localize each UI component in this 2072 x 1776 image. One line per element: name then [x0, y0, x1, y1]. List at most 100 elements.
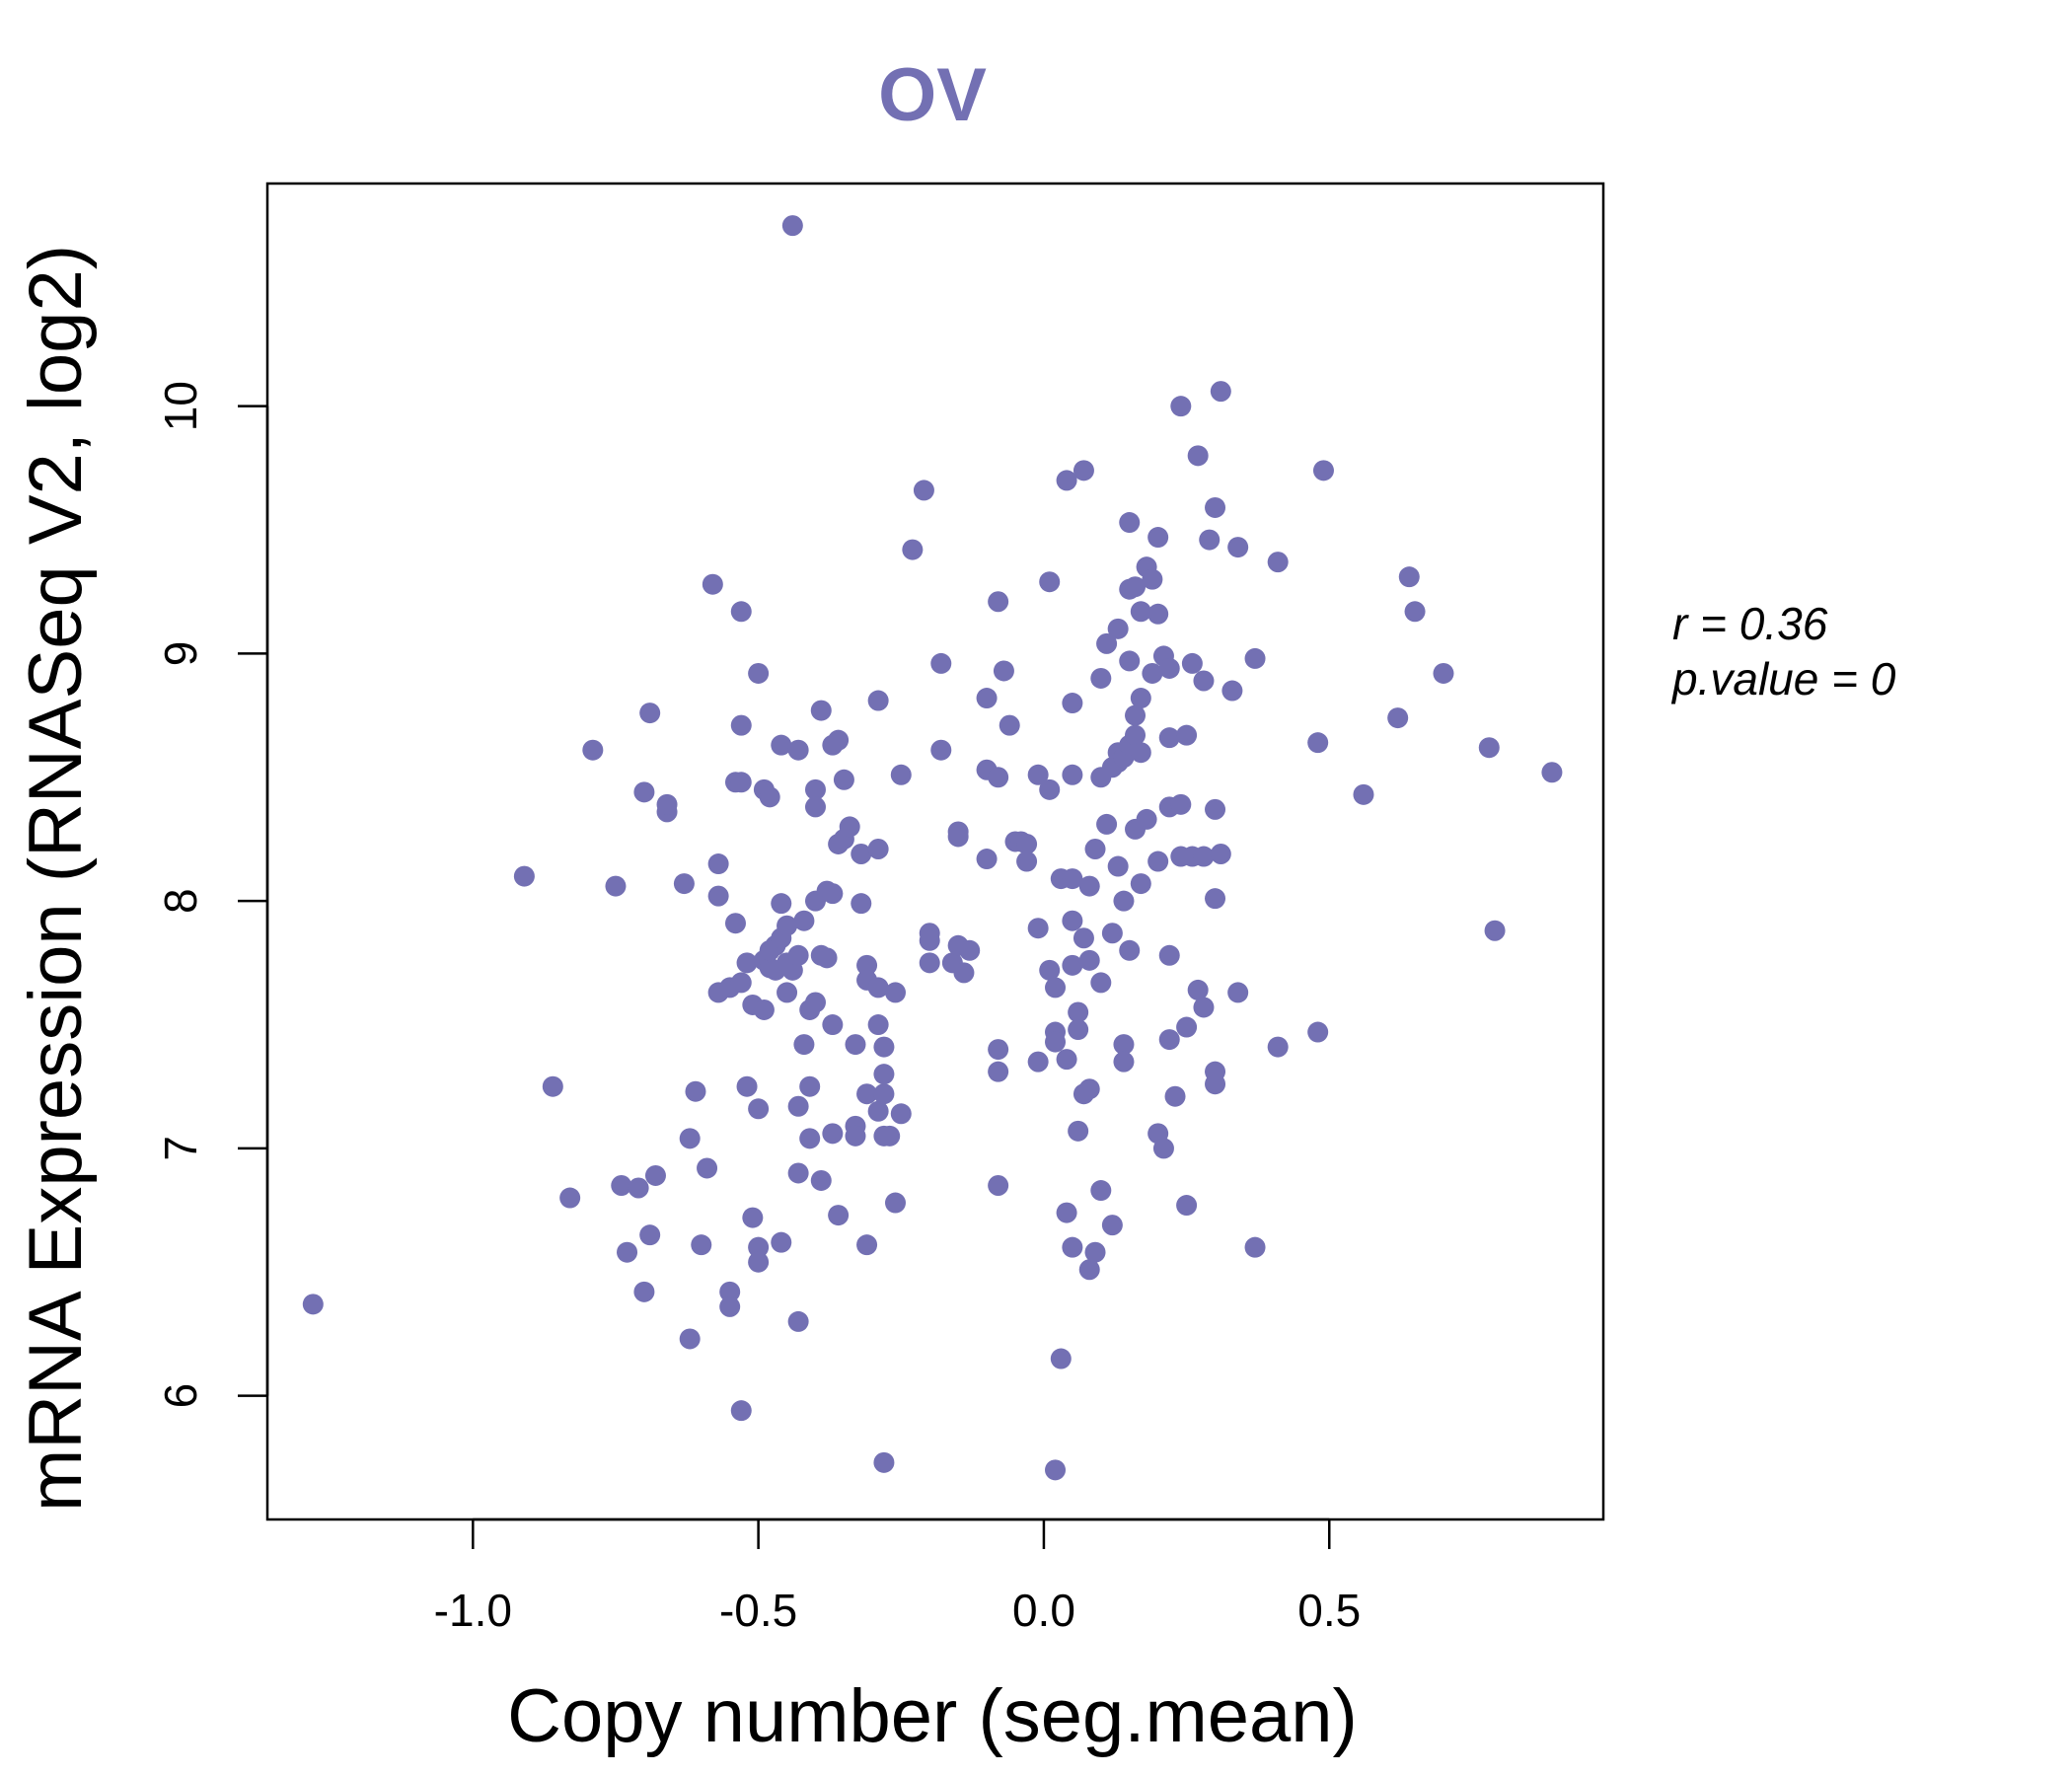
data-point [1039, 778, 1061, 800]
data-point [1119, 512, 1141, 534]
data-point [1130, 601, 1151, 623]
data-point [988, 591, 1009, 613]
data-point [1073, 927, 1094, 949]
data-point [959, 939, 981, 961]
data-point [787, 1310, 809, 1332]
data-point [953, 962, 975, 984]
data-point [1130, 742, 1151, 764]
data-point [1353, 783, 1374, 805]
data-point [1193, 670, 1215, 692]
data-point [781, 215, 803, 237]
data-point [856, 1083, 878, 1105]
data-point [1142, 662, 1163, 684]
data-point [1541, 762, 1563, 783]
data-point [873, 1083, 895, 1105]
data-point [673, 873, 695, 895]
data-point [702, 573, 723, 595]
data-point [1244, 1236, 1266, 1258]
data-point [988, 1175, 1009, 1196]
data-point [873, 1064, 895, 1085]
data-point [1152, 1138, 1174, 1159]
data-point [787, 1095, 809, 1117]
data-point [867, 690, 889, 711]
data-point [777, 915, 798, 936]
data-point [1125, 724, 1147, 746]
data-point [1045, 1459, 1067, 1481]
data-point [1158, 657, 1180, 679]
y-tick-label: 9 [155, 641, 206, 667]
data-point [742, 1207, 764, 1228]
data-point [1398, 566, 1420, 588]
data-point [988, 1039, 1009, 1061]
data-point [736, 952, 758, 974]
data-point [1147, 527, 1169, 549]
x-axis: -1.0 -0.5 0.0 0.5 [434, 1517, 1361, 1636]
data-point [1045, 977, 1067, 999]
x-tick-label: 0.0 [1012, 1585, 1075, 1636]
data-point [1078, 1078, 1100, 1100]
data-point [902, 539, 924, 560]
data-point [1187, 445, 1209, 467]
data-point [1096, 813, 1118, 835]
data-point [828, 729, 850, 751]
data-point [748, 1251, 770, 1273]
data-point [1073, 460, 1094, 481]
y-tick-label: 8 [155, 888, 206, 914]
data-point [730, 601, 752, 623]
data-point [748, 1098, 770, 1120]
data-point [1404, 601, 1426, 623]
y-tick-label: 6 [155, 1383, 206, 1409]
data-point [787, 739, 809, 761]
data-point [1062, 1236, 1083, 1258]
data-point [639, 703, 661, 724]
data-point [1170, 793, 1192, 815]
data-point [685, 1080, 706, 1102]
data-point [1062, 764, 1083, 785]
data-point [582, 739, 604, 761]
data-point [833, 769, 854, 790]
data-point [1125, 704, 1147, 726]
data-point [1147, 851, 1169, 872]
data-point [1107, 855, 1129, 877]
data-point [1062, 693, 1083, 714]
data-point [1142, 568, 1163, 590]
data-point [1158, 944, 1180, 966]
data-point [1039, 959, 1061, 981]
data-point [513, 865, 535, 887]
data-point [1107, 618, 1129, 639]
data-point [730, 1400, 752, 1422]
data-point [1068, 1001, 1089, 1023]
data-point [822, 1123, 844, 1145]
data-point [930, 652, 952, 674]
data-point [999, 714, 1020, 736]
data-point [611, 1175, 632, 1196]
data-point [1193, 997, 1215, 1018]
data-point [1244, 647, 1266, 669]
data-point [873, 1036, 895, 1058]
data-point [1170, 396, 1192, 417]
data-point [1113, 1034, 1135, 1056]
data-point [748, 1236, 770, 1258]
data-point [730, 772, 752, 793]
data-point [1164, 1085, 1186, 1107]
data-point [884, 982, 906, 1003]
pvalue-annotation: p.value = 0 [1670, 653, 1896, 704]
data-point [1056, 1049, 1077, 1071]
data-point [851, 893, 872, 915]
data-point [787, 944, 809, 966]
data-point [1176, 1195, 1198, 1217]
data-point [748, 662, 770, 684]
data-point [1136, 808, 1157, 830]
data-point [691, 1234, 712, 1256]
data-point [1221, 680, 1243, 702]
data-point [730, 972, 752, 994]
data-point [559, 1187, 581, 1209]
data-point [644, 1164, 666, 1186]
data-point [1090, 972, 1112, 994]
data-point [1387, 707, 1409, 729]
data-point [1267, 552, 1289, 573]
data-point [1227, 537, 1249, 558]
data-point [873, 1451, 895, 1473]
data-point [628, 1177, 649, 1199]
data-point [1307, 732, 1329, 754]
